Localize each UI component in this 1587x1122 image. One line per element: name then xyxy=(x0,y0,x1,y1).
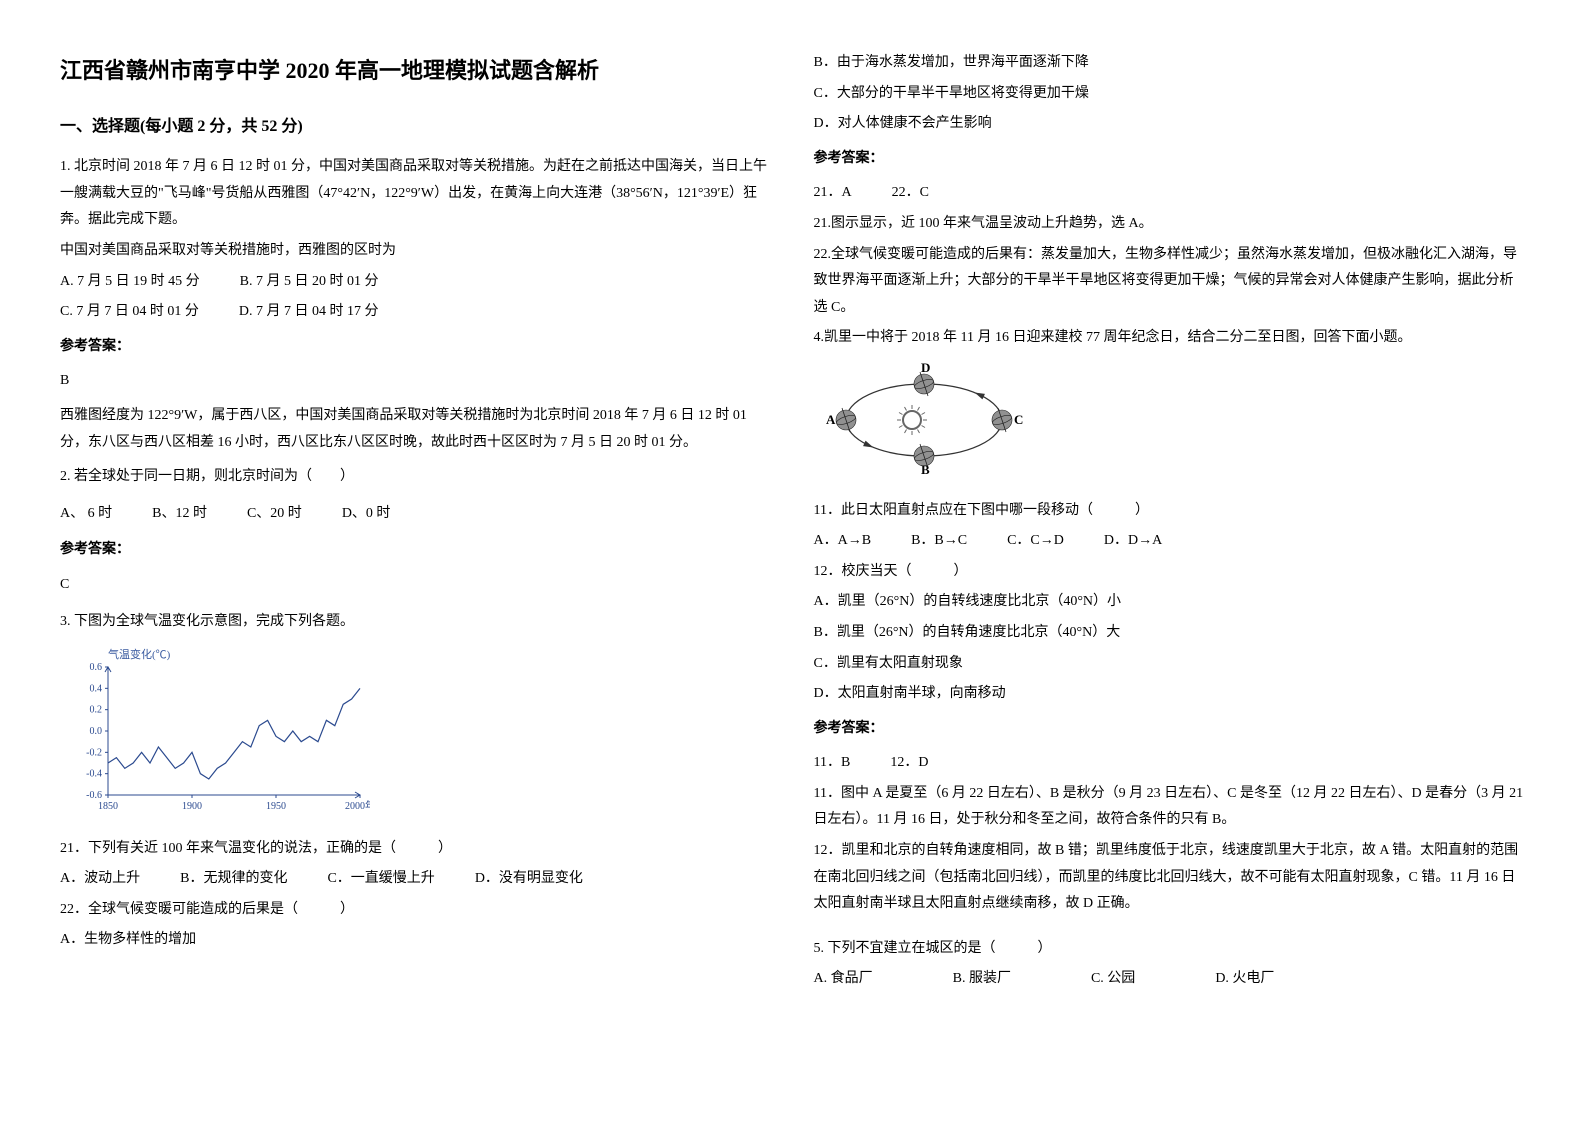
q3-answers: 21．A 22．C xyxy=(814,180,1528,207)
q1-ref-label: 参考答案： xyxy=(60,334,774,361)
q1-options-row1: A. 7 月 5 日 19 时 45 分 B. 7 月 5 日 20 时 01 … xyxy=(60,269,774,296)
q1-explain: 西雅图经度为 122°9′W，属于西八区，中国对美国商品采取对等关税措施时为北京… xyxy=(60,403,774,456)
orbit-diagram: A B C D xyxy=(819,362,1528,488)
exam-page: 江西省赣州市南亨中学 2020 年高一地理模拟试题含解析 一、选择题(每小题 2… xyxy=(60,50,1527,997)
q21-opt-b: B．无规律的变化 xyxy=(180,866,287,893)
q4-intro: 4.凯里一中将于 2018 年 11 月 16 日迎来建校 77 周年纪念日，结… xyxy=(814,325,1528,352)
q2-opt-d: D、0 时 xyxy=(342,501,391,528)
q22-stem: 22．全球气候变暖可能造成的后果是（ ） xyxy=(60,897,774,924)
q5-options: A. 食品厂 B. 服装厂 C. 公园 D. 火电厂 xyxy=(814,966,1528,993)
q5-opt-a: A. 食品厂 xyxy=(814,966,873,993)
q1-opt-b: B. 7 月 5 日 20 时 01 分 xyxy=(240,269,379,296)
svg-text:1850: 1850 xyxy=(98,801,118,812)
q2-ref-label: 参考答案： xyxy=(60,537,774,564)
svg-text:0.0: 0.0 xyxy=(90,726,103,737)
q21-stem: 21．下列有关近 100 年来气温变化的说法，正确的是（ ） xyxy=(60,836,774,863)
left-column: 江西省赣州市南亨中学 2020 年高一地理模拟试题含解析 一、选择题(每小题 2… xyxy=(60,50,774,997)
svg-text:0.4: 0.4 xyxy=(90,683,103,694)
svg-text:B: B xyxy=(921,462,930,477)
svg-text:气温变化(℃): 气温变化(℃) xyxy=(108,647,171,661)
q11-stem: 11．此日太阳直射点应在下图中哪一段移动（ ） xyxy=(814,498,1528,525)
q12-opt-a: A．凯里（26°N）的自转线速度比北京（40°N）小 xyxy=(814,589,1528,616)
q5-opt-c: C. 公园 xyxy=(1091,966,1135,993)
q2-opt-a: A、 6 时 xyxy=(60,501,112,528)
q2-answer: C xyxy=(60,572,774,599)
q21-options: A．波动上升 B．无规律的变化 C．一直缓慢上升 D．没有明显变化 xyxy=(60,866,774,893)
q11-options: A．A→B B．B→C C．C→D D．D→A xyxy=(814,528,1528,555)
q1-opt-d: D. 7 月 7 日 04 时 17 分 xyxy=(239,299,379,326)
q3-ans22: 22．C xyxy=(892,180,929,207)
q12-opt-c: C．凯里有太阳直射现象 xyxy=(814,651,1528,678)
right-column: B．由于海水蒸发增加，世界海平面逐渐下降 C．大部分的干旱半干旱地区将变得更加干… xyxy=(814,50,1528,997)
q3-ref-label: 参考答案： xyxy=(814,146,1528,173)
section-heading: 一、选择题(每小题 2 分，共 52 分) xyxy=(60,112,774,142)
q2-opt-b: B、12 时 xyxy=(152,501,207,528)
q22-opt-b: B．由于海水蒸发增加，世界海平面逐渐下降 xyxy=(814,50,1528,77)
q4-ans11: 11．B xyxy=(814,750,851,777)
exam-title: 江西省赣州市南亨中学 2020 年高一地理模拟试题含解析 xyxy=(60,50,774,92)
q4-answers: 11．B 12．D xyxy=(814,750,1528,777)
q5-opt-b: B. 服装厂 xyxy=(953,966,1011,993)
q1-stem-2: 中国对美国商品采取对等关税措施时，西雅图的区时为 xyxy=(60,238,774,265)
q22-opt-d: D．对人体健康不会产生影响 xyxy=(814,111,1528,138)
svg-text:D: D xyxy=(921,362,930,375)
svg-text:-0.2: -0.2 xyxy=(86,747,102,758)
q2-opt-c: C、20 时 xyxy=(247,501,302,528)
q1-opt-a: A. 7 月 5 日 19 时 45 分 xyxy=(60,269,200,296)
svg-text:A: A xyxy=(826,412,836,427)
q1-answer: B xyxy=(60,368,774,395)
q1-options-row2: C. 7 月 7 日 04 时 01 分 D. 7 月 7 日 04 时 17 … xyxy=(60,299,774,326)
svg-text:2000年: 2000年 xyxy=(345,799,370,812)
q11-opt-a: A．A→B xyxy=(814,528,872,555)
q5-stem: 5. 下列不宜建立在城区的是（ ） xyxy=(814,936,1528,963)
svg-text:-0.6: -0.6 xyxy=(86,790,102,801)
q11-opt-b: B．B→C xyxy=(911,528,967,555)
q11-opt-c: C．C→D xyxy=(1007,528,1064,555)
q4-ref-label: 参考答案： xyxy=(814,716,1528,743)
q4-explain11: 11．图中 A 是夏至（6 月 22 日左右）、B 是秋分（9 月 23 日左右… xyxy=(814,781,1528,834)
q11-opt-d: D．D→A xyxy=(1104,528,1162,555)
svg-text:-0.4: -0.4 xyxy=(86,769,102,780)
svg-text:0.2: 0.2 xyxy=(90,705,103,716)
q3-intro: 3. 下图为全球气温变化示意图，完成下列各题。 xyxy=(60,609,774,636)
svg-text:C: C xyxy=(1014,412,1023,427)
q2-stem: 2. 若全球处于同一日期，则北京时间为（ ） xyxy=(60,464,774,491)
q22-opt-a: A．生物多样性的增加 xyxy=(60,927,774,954)
q22-opt-c: C．大部分的干旱半干旱地区将变得更加干燥 xyxy=(814,81,1528,108)
q2-options: A、 6 时 B、12 时 C、20 时 D、0 时 xyxy=(60,501,774,528)
q1-stem-1: 1. 北京时间 2018 年 7 月 6 日 12 时 01 分，中国对美国商品… xyxy=(60,154,774,234)
svg-text:1900: 1900 xyxy=(182,801,202,812)
q4-explain12: 12．凯里和北京的自转角速度相同，故 B 错；凯里纬度低于北京，线速度凯里大于北… xyxy=(814,838,1528,918)
temperature-chart: 气温变化(℃) -0.6 -0.4 -0.2 0.0 0.2 0.4 0.6 1850 1900 1… xyxy=(70,645,774,826)
q21-opt-c: C．一直缓慢上升 xyxy=(327,866,434,893)
q3-ans21: 21．A xyxy=(814,180,852,207)
q12-opt-d: D．太阳直射南半球，向南移动 xyxy=(814,681,1528,708)
q1-opt-c: C. 7 月 7 日 04 时 01 分 xyxy=(60,299,199,326)
q4-ans12: 12．D xyxy=(890,750,928,777)
q3-explain22: 22.全球气候变暖可能造成的后果有：蒸发量加大，生物多样性减少；虽然海水蒸发增加… xyxy=(814,242,1528,322)
q5-opt-d: D. 火电厂 xyxy=(1215,966,1274,993)
q21-opt-a: A．波动上升 xyxy=(60,866,140,893)
q12-opt-b: B．凯里（26°N）的自转角速度比北京（40°N）大 xyxy=(814,620,1528,647)
svg-text:1950: 1950 xyxy=(266,801,286,812)
q21-opt-d: D．没有明显变化 xyxy=(475,866,583,893)
q3-explain21: 21.图示显示，近 100 年来气温呈波动上升趋势，选 A。 xyxy=(814,211,1528,238)
q12-stem: 12．校庆当天（ ） xyxy=(814,559,1528,586)
svg-text:0.6: 0.6 xyxy=(90,662,103,673)
